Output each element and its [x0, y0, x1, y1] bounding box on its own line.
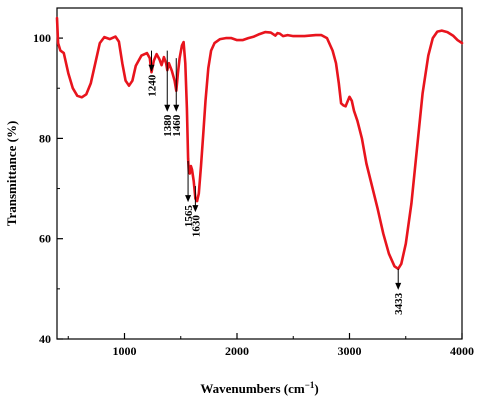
x-axis-title-close: ) — [314, 381, 318, 396]
annotation-arrowhead — [185, 195, 192, 203]
annotation-arrowhead — [148, 64, 155, 72]
plot-frame — [56, 7, 463, 340]
annotation-label: 1565 — [183, 205, 195, 228]
x-axis-title-main: Wavenumbers (cm — [200, 381, 305, 396]
y-tick-label: 60 — [39, 232, 51, 246]
annotation-label: 3433 — [393, 292, 405, 315]
x-tick-label: 2000 — [225, 344, 249, 358]
x-axis-title-superscript: −1 — [305, 380, 315, 390]
annotation-arrowhead — [164, 104, 171, 112]
x-tick-label: 4000 — [450, 344, 474, 358]
annotation-arrowhead — [395, 282, 402, 290]
y-tick-label: 80 — [39, 131, 51, 145]
chart-axes — [56, 7, 463, 340]
x-tick-label: 1000 — [113, 344, 137, 358]
y-axis-ticks: 40 60 80 100 — [33, 31, 63, 346]
x-tick-label: 3000 — [338, 344, 362, 358]
annotation-arrowhead — [192, 205, 199, 213]
annotation-label: 1460 — [171, 114, 183, 137]
y-tick-label: 40 — [39, 332, 51, 346]
y-tick-label: 100 — [33, 31, 51, 45]
annotation-label: 1240 — [147, 74, 159, 97]
y-axis-title: Transmittance (%) — [4, 121, 19, 227]
series-layer — [55, 16, 464, 271]
annotation-label: 1630 — [190, 215, 202, 238]
annotation-label: 1380 — [162, 114, 174, 137]
x-axis-ticks: 1000 2000 3000 4000 — [67, 333, 474, 358]
x-axis-title: Wavenumbers (cm−1) — [200, 380, 318, 396]
annotation-arrowhead — [173, 104, 180, 112]
spectrum-line — [55, 16, 464, 271]
